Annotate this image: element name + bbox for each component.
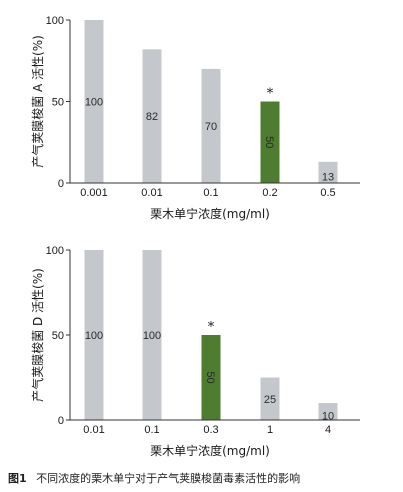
chart2-bar-label-0.3: 50	[204, 371, 216, 383]
chart1-x-tick-0.001: 0.001	[80, 187, 108, 199]
chart1-significance-mark: *	[267, 87, 274, 102]
chart1-x-tick-0.01: 0.01	[141, 187, 162, 199]
chart1-bar-0.001	[84, 20, 104, 183]
chart2-x-tick-0.1: 0.1	[144, 424, 159, 436]
chart2-x-axis-title: 栗木单宁浓度(mg/ml)	[150, 443, 270, 458]
figure-caption: 图1 不同浓度的栗木单宁对于产气荚膜梭菌毒素活性的影响	[8, 470, 300, 486]
chart2-bar-0.01	[84, 250, 104, 420]
chart2-y-axis-title: 产气荚膜梭菌 D 活性(%)	[30, 268, 45, 402]
chart1-bar-label-0.2: 50	[263, 136, 275, 148]
chart1-y-tick-0: 0	[58, 178, 64, 190]
chart1-y-tick-100: 100	[46, 15, 64, 27]
chart1-x-axis-title: 栗木单宁浓度(mg/ml)	[150, 206, 270, 221]
chart2-x-tick-0.01: 0.01	[83, 424, 104, 436]
chart1-bar-0.2	[260, 101, 280, 183]
figure-label: 图1	[8, 472, 27, 485]
chart1-bar-label-0.5: 13	[322, 171, 334, 183]
chart1-x-tick-0.1: 0.1	[203, 187, 218, 199]
chart1-bar-0.01	[142, 49, 162, 184]
chart2-y-tick-0: 0	[58, 415, 64, 427]
figure-caption-text: 不同浓度的栗木单宁对于产气荚膜梭菌毒素活性的影响	[36, 472, 301, 485]
chart1-bar-0.1	[201, 68, 221, 183]
chart2-bar-4	[318, 403, 338, 420]
chart2-y-tick-50: 50	[52, 330, 64, 342]
chart2-bar-label-4: 10	[322, 411, 334, 423]
chart1-bar-label-0.1: 70	[205, 121, 217, 133]
chart2-bar-0.3	[201, 335, 221, 420]
chart2-x-tick-4: 4	[325, 424, 331, 436]
chart1-y-tick-50: 50	[52, 97, 64, 109]
chart1-x-tick-0.2: 0.2	[262, 187, 277, 199]
chart2-x-tick-1: 1	[267, 424, 273, 436]
chart2-y-tick-100: 100	[46, 245, 64, 257]
chart1-bar-label-0.001: 100	[85, 97, 103, 109]
chart2-significance-mark: *	[208, 320, 215, 335]
chart1-bar-label-0.01: 82	[146, 111, 158, 123]
chart1-bar-0.5	[318, 161, 338, 183]
chart2-bar-label-0.1: 100	[143, 330, 161, 342]
chart2-x-tick-0.3: 0.3	[203, 424, 218, 436]
chart2-bar-label-0.01: 100	[85, 330, 103, 342]
chart1-y-axis-title: 产气荚膜梭菌 A 活性(%)	[30, 35, 45, 168]
chart2-bar-label-1: 25	[264, 394, 276, 406]
chart2-bar-1	[260, 377, 280, 420]
chart2-bar-0.1	[142, 250, 162, 420]
chart1-x-tick-0.5: 0.5	[320, 187, 335, 199]
